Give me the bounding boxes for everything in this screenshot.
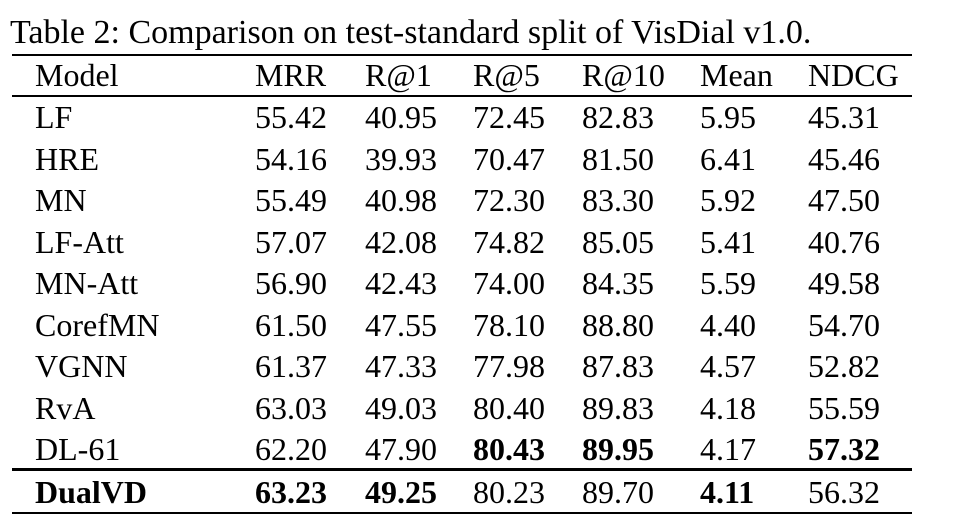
mid-rule	[12, 468, 912, 471]
header-cell: MRR	[255, 57, 327, 93]
metric-value: 40.76	[808, 223, 880, 260]
metric-value: 55.49	[255, 182, 327, 218]
header-cell: R@10	[582, 57, 665, 93]
model-name: DualVD	[35, 473, 148, 510]
metric-value: 47.55	[365, 306, 437, 343]
metric-value: 42.08	[365, 223, 437, 260]
metric-value: 80.23	[473, 473, 545, 510]
model-name: MN-Att	[35, 265, 139, 301]
metric-value: 49.25	[365, 473, 437, 510]
metric-value: 80.43	[473, 431, 545, 467]
metric-value: 56.90	[255, 265, 327, 301]
metric-value: 40.98	[365, 182, 437, 218]
metric-value: 42.43	[365, 265, 437, 301]
metric-value: 4.57	[700, 348, 756, 384]
header-rule	[12, 95, 912, 97]
metric-value: 89.70	[582, 473, 654, 510]
metric-value: 89.83	[582, 389, 654, 426]
metric-value: 63.23	[255, 473, 327, 510]
metric-value: 88.80	[582, 306, 654, 343]
metric-value: 49.58	[808, 265, 880, 301]
metric-value: 5.92	[700, 182, 756, 218]
metric-value: 6.41	[700, 140, 756, 177]
metric-value: 85.05	[582, 223, 654, 260]
metric-value: 56.32	[808, 473, 880, 510]
header-cell: NDCG	[808, 57, 899, 93]
metric-value: 74.00	[473, 265, 545, 301]
metric-value: 74.82	[473, 223, 545, 260]
model-name: MN	[35, 182, 87, 218]
metric-value: 72.45	[473, 99, 545, 135]
metric-value: 55.59	[808, 389, 880, 426]
top-rule	[12, 54, 912, 56]
model-name: LF-Att	[35, 223, 124, 260]
metric-value: 81.50	[582, 140, 654, 177]
metric-value: 70.47	[473, 140, 545, 177]
header-cell: Mean	[700, 57, 773, 93]
metric-value: 57.07	[255, 223, 327, 260]
metric-value: 63.03	[255, 389, 327, 426]
metric-value: 4.11	[700, 473, 755, 510]
metric-value: 5.95	[700, 99, 756, 135]
metric-value: 72.30	[473, 182, 545, 218]
metric-value: 4.40	[700, 306, 756, 343]
metric-value: 78.10	[473, 306, 545, 343]
metric-value: 49.03	[365, 389, 437, 426]
metric-value: 89.95	[582, 431, 654, 467]
metric-value: 39.93	[365, 140, 437, 177]
model-name: CorefMN	[35, 306, 160, 343]
model-name: VGNN	[35, 348, 128, 384]
metric-value: 84.35	[582, 265, 654, 301]
metric-value: 5.41	[700, 223, 756, 260]
metric-value: 54.16	[255, 140, 327, 177]
metric-value: 82.83	[582, 99, 654, 135]
caption: Table 2: Comparison on test-standard spl…	[10, 14, 812, 51]
model-name: HRE	[35, 140, 99, 177]
metric-value: 61.50	[255, 306, 327, 343]
header-cell: R@5	[473, 57, 540, 93]
metric-value: 77.98	[473, 348, 545, 384]
model-name: DL-61	[35, 431, 121, 467]
metric-value: 47.90	[365, 431, 437, 467]
metric-value: 5.59	[700, 265, 756, 301]
metric-value: 4.18	[700, 389, 756, 426]
metric-value: 62.20	[255, 431, 327, 467]
metric-value: 45.31	[808, 99, 880, 135]
metric-value: 47.33	[365, 348, 437, 384]
metric-value: 61.37	[255, 348, 327, 384]
metric-value: 40.95	[365, 99, 437, 135]
bottom-rule	[12, 512, 912, 514]
metric-value: 52.82	[808, 348, 880, 384]
model-name: RvA	[35, 389, 96, 426]
header-cell: Model	[35, 57, 119, 93]
metric-value: 87.83	[582, 348, 654, 384]
metric-value: 83.30	[582, 182, 654, 218]
metric-value: 80.40	[473, 389, 545, 426]
metric-value: 4.17	[700, 431, 756, 467]
metric-value: 45.46	[808, 140, 880, 177]
model-name: LF	[35, 99, 73, 135]
metric-value: 54.70	[808, 306, 880, 343]
metric-value: 57.32	[808, 431, 880, 467]
metric-value: 55.42	[255, 99, 327, 135]
metric-value: 47.50	[808, 182, 880, 218]
header-cell: R@1	[365, 57, 432, 93]
